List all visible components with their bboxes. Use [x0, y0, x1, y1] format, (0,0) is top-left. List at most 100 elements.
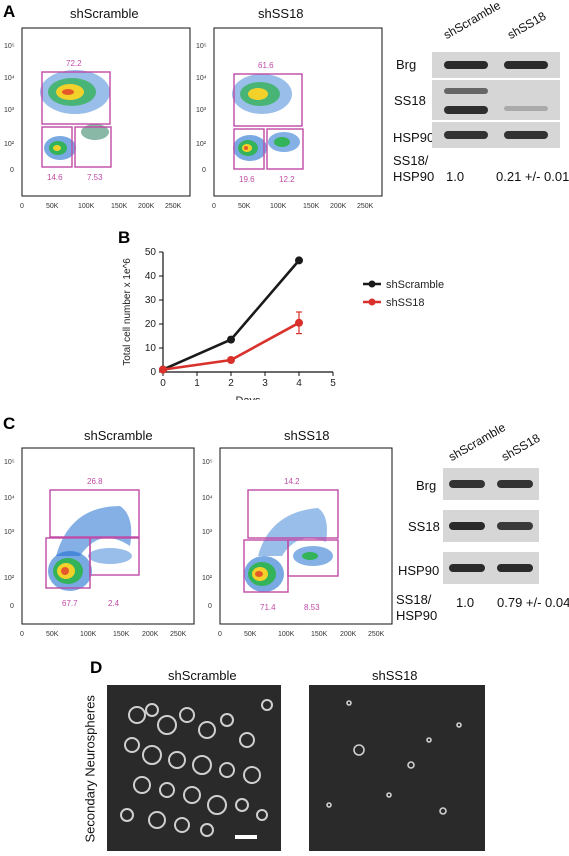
flow-plot-a1: 72.2 14.6 7.53 10⁵ 10⁴ 10³ 10² 0 0 50K 1…: [4, 27, 191, 210]
wb-a-blot-ss18: [432, 80, 560, 120]
flow-a2-gates: [233, 73, 304, 170]
y-tick-label: 0: [150, 367, 156, 378]
y-tick-label: 30: [145, 295, 157, 306]
flow-a1-xtick: 200K: [138, 203, 155, 210]
flow-plot-c1: 26.8 67.7 2.4 10⁵ 10⁴ 10³ 10² 0 0 50K 10…: [4, 447, 195, 638]
flow-c2-xtick: 150K: [311, 631, 328, 638]
neurosphere-clusters: [120, 699, 273, 839]
y-tick-label: 50: [145, 247, 157, 258]
wb-a-ratio-ss18: 0.21 +/- 0.01: [496, 169, 569, 184]
flow-c2-ytick: 0: [208, 603, 212, 610]
data-point-shSS18: [227, 356, 235, 364]
flow-a2-gate-left: 19.6: [239, 175, 255, 184]
flow-c2-ytick: 10⁴: [202, 495, 213, 502]
wb-c-blot-hsp90: [443, 552, 539, 584]
y-axis-label: Total cell number x 1e^6: [122, 258, 133, 366]
flow-a1-gate-right: 7.53: [87, 173, 103, 182]
flow-a1-gate-left: 14.6: [47, 173, 63, 182]
flow-c1-xtick: 50K: [46, 631, 59, 638]
data-point-shScramble: [227, 335, 235, 344]
flow-c1-xtick: 100K: [80, 631, 97, 638]
flow-a2-xtick: 100K: [270, 203, 287, 210]
wb-c-row-ss18: SS18: [408, 519, 440, 534]
flow-a1-title: shScramble: [70, 6, 139, 21]
panel-letter-b: B: [118, 228, 131, 247]
wb-a-ratio-label-2: HSP90: [393, 169, 435, 184]
x-tick-label: 1: [194, 378, 200, 389]
wb-c-blot-brg: [443, 468, 539, 500]
flow-a1-ytick: 0: [10, 167, 14, 174]
wb-c-ratio-label-2: HSP90: [396, 608, 438, 623]
flow-a1-gate-top: 72.2: [66, 59, 82, 68]
legend-label-shScramble: shScramble: [386, 279, 444, 291]
flow-c2-xtick: 50K: [244, 631, 257, 638]
x-tick-label: 5: [330, 378, 336, 389]
flow-c1-gate-left: 67.7: [62, 599, 78, 608]
y-tick-label: 10: [145, 343, 157, 354]
wb-a-blot-brg: [432, 52, 560, 78]
wb-c-ratio-scramble: 1.0: [456, 595, 475, 610]
series-line-shScramble: [162, 259, 300, 371]
flow-a1-xtick: 50K: [46, 203, 59, 210]
flow-a1-ytick: 10³: [4, 107, 15, 114]
wb-c-ratio-label-1: SS18/: [396, 592, 432, 607]
legend-label-shSS18: shSS18: [386, 297, 425, 309]
microscopy-scramble-image: [107, 685, 281, 851]
wb-a-row-ss18: SS18: [394, 93, 426, 108]
flow-a2-ytick: 10⁵: [196, 43, 207, 50]
flow-c1-xtick: 0: [20, 631, 24, 638]
flow-c2-gate-right: 8.53: [304, 603, 320, 612]
wb-c-ratio-ss18: 0.79 +/- 0.04: [497, 595, 569, 610]
flow-c2-gate-top: 14.2: [284, 477, 300, 486]
wb-a-lane-ss18: shSS18: [505, 8, 549, 42]
panel-letter-a: A: [3, 2, 16, 21]
flow-c2-density: [244, 508, 333, 592]
data-point-shScramble: [295, 256, 303, 265]
flow-a2-ytick: 10³: [196, 107, 207, 114]
flow-c1-xtick: 250K: [170, 631, 187, 638]
flow-a2-xtick: 250K: [357, 203, 374, 210]
flow-a1-ytick: 10²: [4, 141, 15, 148]
panel-letter-d: D: [90, 658, 103, 677]
wb-a-row-hsp90: HSP90: [393, 130, 435, 145]
legend-marker-shSS18: [368, 298, 376, 306]
data-point-shSS18: [159, 365, 167, 374]
wb-a-ratio-scramble: 1.0: [446, 169, 465, 184]
microscopy-title-scramble: shScramble: [168, 668, 237, 683]
flow-a2-gate-right: 12.2: [279, 175, 295, 184]
flow-c1-gates: [45, 489, 140, 589]
flow-a2-frame: [213, 27, 383, 197]
flow-c2-gates: [243, 489, 339, 593]
wb-c-lane-scramble: shScramble: [446, 420, 508, 464]
flow-c1-ytick: 0: [10, 603, 14, 610]
flow-a2-density: [232, 74, 300, 161]
wb-c-row-brg: Brg: [416, 478, 437, 493]
flow-c2-xtick: 250K: [368, 631, 385, 638]
flow-a1-ytick: 10⁵: [4, 43, 15, 50]
flow-c1-density: [48, 506, 132, 591]
microscopy-side-label: Secondary Neurospheres: [82, 695, 98, 843]
flow-c2-ytick: 10⁵: [202, 459, 213, 466]
flow-c2-gate-left: 71.4: [260, 603, 276, 612]
flow-a1-ytick: 10⁴: [4, 75, 15, 82]
flow-a2-ytick: 10²: [196, 141, 207, 148]
flow-a1-xtick: 100K: [78, 203, 95, 210]
wb-a-ratio-label-1: SS18/: [393, 153, 429, 168]
flow-c1-xtick: 150K: [113, 631, 130, 638]
flow-c1-title: shScramble: [84, 428, 153, 443]
microscopy-ss18-image: [309, 685, 485, 851]
flow-a2-gate-top: 61.6: [258, 61, 274, 70]
flow-plot-a2: 61.6 19.6 12.2 10⁵ 10⁴ 10³ 10² 0 0 50K 1…: [196, 27, 383, 210]
flow-c1-xtick: 200K: [142, 631, 159, 638]
flow-c2-ytick: 10²: [202, 575, 213, 582]
x-tick-label: 3: [262, 378, 268, 389]
flow-c1-ytick: 10⁵: [4, 459, 15, 466]
flow-c2-xtick: 0: [218, 631, 222, 638]
y-tick-label: 40: [145, 271, 157, 282]
flow-a1-xtick: 0: [20, 203, 24, 210]
wb-a-lane-scramble: shScramble: [441, 0, 503, 42]
x-tick-label: 0: [160, 378, 166, 389]
flow-c1-gate-top: 26.8: [87, 477, 103, 486]
flow-a2-ytick: 10⁴: [196, 75, 207, 82]
neurosphere-sparse: [326, 700, 462, 815]
